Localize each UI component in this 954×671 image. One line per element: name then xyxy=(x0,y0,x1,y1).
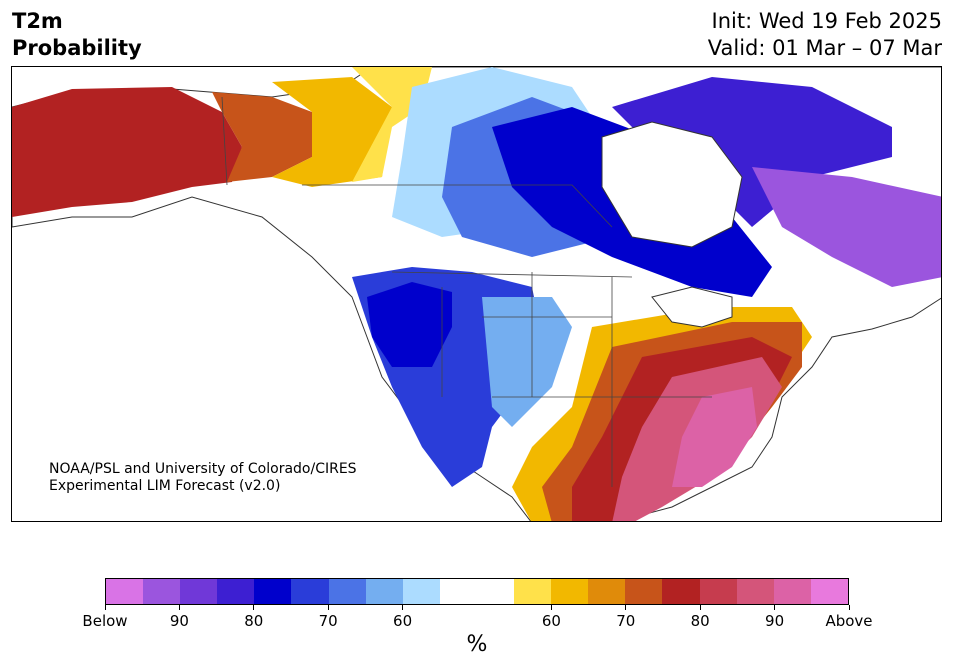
colorbar-segment xyxy=(810,579,848,604)
colorbar-segment xyxy=(773,579,811,604)
colorbar-tick-label: Above xyxy=(825,612,873,630)
colorbar-segment xyxy=(736,579,774,604)
colorbar-segment xyxy=(439,579,477,604)
credit-line-1: NOAA/PSL and University of Colorado/CIRE… xyxy=(49,461,357,477)
colorbar-tick-label: 80 xyxy=(244,612,264,630)
colorbar-unit: % xyxy=(466,632,488,657)
colorbar-tick-mark xyxy=(104,605,106,610)
init-date: Init: Wed 19 Feb 2025 xyxy=(711,9,942,33)
colorbar-segment xyxy=(254,579,292,604)
map-svg xyxy=(12,67,941,521)
colorbar-tick-label: 70 xyxy=(318,612,338,630)
colorbar-segment xyxy=(476,579,515,604)
colorbar-tick-mark xyxy=(178,605,180,610)
colorbar-tick-mark xyxy=(327,605,329,610)
credit-text: NOAA/PSL and University of Colorado/CIRE… xyxy=(49,461,357,495)
colorbar-tick-mark xyxy=(402,605,404,610)
colorbar-segment xyxy=(551,579,589,604)
colorbar-tick-label: 90 xyxy=(169,612,189,630)
yukon-gold-region xyxy=(272,77,392,187)
colorbar-tick-label: Below xyxy=(82,612,128,630)
alaska-warm-region xyxy=(12,87,242,217)
colorbar-tick-label: 90 xyxy=(765,612,785,630)
colorbar-segment xyxy=(106,579,144,604)
map-title: T2m Probability xyxy=(12,8,142,62)
colorbar-segment xyxy=(143,579,181,604)
colorbar-segment xyxy=(625,579,663,604)
colorbar-segment xyxy=(217,579,255,604)
colorbar xyxy=(105,578,849,605)
colorbar-tick-label: 60 xyxy=(393,612,413,630)
hudson-bay xyxy=(601,121,743,248)
quebec-violet-region xyxy=(752,167,941,287)
credit-line-2: Experimental LIM Forecast (v2.0) xyxy=(49,478,281,494)
western-us-deep-blue-region xyxy=(367,282,452,367)
title-type: Probability xyxy=(12,36,142,60)
great-lakes xyxy=(651,286,733,328)
colorbar-segment xyxy=(699,579,737,604)
title-variable: T2m xyxy=(12,9,63,33)
colorbar-segment xyxy=(662,579,700,604)
hudson-bay-purple-region xyxy=(612,77,892,227)
colorbar-tick-mark xyxy=(774,605,776,610)
colorbar-tick-mark xyxy=(550,605,552,610)
yukon-orange-region xyxy=(212,92,312,182)
valid-dates: Valid: 01 Mar – 07 Mar xyxy=(707,36,942,60)
colorbar-tick-mark xyxy=(253,605,255,610)
colorbar-tick-label: 60 xyxy=(541,612,561,630)
forecast-map xyxy=(11,66,942,522)
colorbar-segment xyxy=(588,579,626,604)
plains-light-blue-region xyxy=(482,297,572,427)
colorbar-segment xyxy=(402,579,440,604)
colorbar-tick-mark xyxy=(699,605,701,610)
colorbar-tick-mark xyxy=(625,605,627,610)
colorbar-tick-label: 80 xyxy=(690,612,710,630)
southeast-magenta-region xyxy=(672,387,757,487)
colorbar-tick-mark xyxy=(848,605,850,610)
colorbar-segment xyxy=(328,579,366,604)
colorbar-segment xyxy=(514,579,552,604)
political-borders xyxy=(221,96,712,487)
colorbar-segment xyxy=(291,579,329,604)
colorbar-segment xyxy=(180,579,218,604)
colorbar-segment xyxy=(365,579,403,604)
map-dates: Init: Wed 19 Feb 2025 Valid: 01 Mar – 07… xyxy=(708,8,942,62)
colorbar-tick-label: 70 xyxy=(616,612,636,630)
